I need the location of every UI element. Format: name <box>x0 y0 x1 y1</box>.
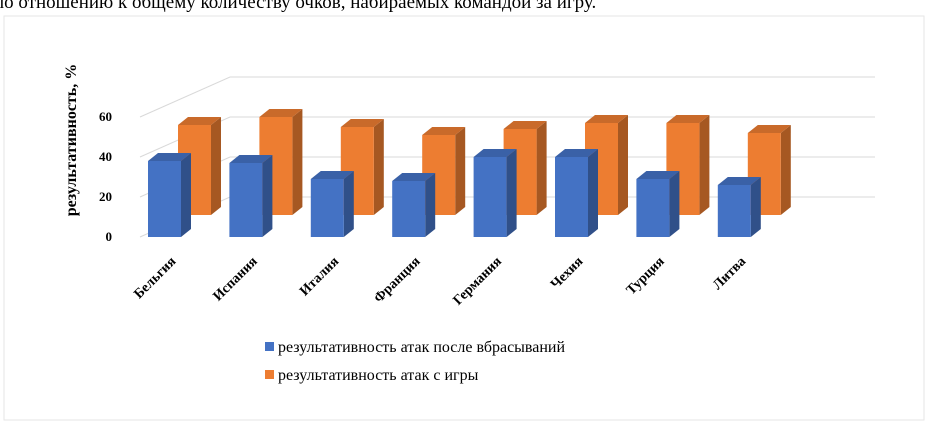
bar-side <box>262 155 273 237</box>
bar-top <box>666 115 710 123</box>
bar-top <box>636 171 680 179</box>
bar-front <box>473 157 507 237</box>
bar-side <box>536 121 547 215</box>
bar-side <box>373 119 384 215</box>
bar-top <box>178 117 221 125</box>
y-tick-label: 20 <box>99 189 112 204</box>
chart-frame <box>3 15 925 421</box>
bar <box>717 177 761 237</box>
bar <box>392 173 436 237</box>
grid-line <box>139 116 875 158</box>
bar-front <box>148 161 181 237</box>
bar-top <box>340 119 384 127</box>
x-tick-label: Литва <box>710 254 749 293</box>
bar-front <box>717 185 751 237</box>
bar-side <box>425 173 436 237</box>
legend-label: результативность атак с игры <box>278 367 479 384</box>
bar <box>747 125 791 215</box>
x-tick-label: Бельгия <box>131 254 179 302</box>
bar-top <box>310 171 354 179</box>
bar-front <box>636 179 670 237</box>
legend-swatch <box>265 370 274 379</box>
bar-top <box>747 125 791 133</box>
x-tick-label: Франция <box>371 254 423 306</box>
y-tick-label: 60 <box>99 109 112 124</box>
bar-top <box>422 127 466 135</box>
bar <box>555 149 598 237</box>
bar <box>636 171 680 237</box>
bar-front <box>392 181 426 237</box>
bar-side <box>588 149 598 237</box>
x-tick-label: Германия <box>451 254 506 309</box>
x-tick-label: Турция <box>624 254 668 298</box>
bar-side <box>669 171 680 237</box>
bar-top <box>392 173 436 181</box>
bar-side <box>292 109 303 215</box>
bar <box>229 155 273 237</box>
y-tick-label: 0 <box>106 229 113 244</box>
y-tick-label: 40 <box>99 149 112 164</box>
bar-top <box>717 177 761 185</box>
bar-side <box>181 153 191 237</box>
bar-side <box>699 115 710 215</box>
x-tick-label: Испания <box>211 254 261 304</box>
bar <box>473 149 517 237</box>
bar-front <box>310 179 344 237</box>
bar-side <box>506 149 517 237</box>
bar-top <box>503 121 547 129</box>
x-tick-label: Чехия <box>548 254 586 292</box>
bar-top <box>585 115 628 123</box>
legend-label: результативность атак после вбрасываний <box>278 339 565 356</box>
bar-top <box>555 149 598 157</box>
bar-front <box>229 163 263 237</box>
bar-side <box>455 127 466 215</box>
bar-top <box>473 149 517 157</box>
y-axis-label: результативность, % <box>63 64 80 217</box>
bar-front <box>555 157 588 237</box>
bar <box>148 153 191 237</box>
bar-side <box>343 171 354 237</box>
bar-side <box>780 125 791 215</box>
legend-swatch <box>265 342 274 351</box>
bar-side <box>618 115 628 215</box>
grid-line <box>139 76 875 118</box>
x-tick-label: Италия <box>297 254 342 299</box>
bar-top <box>229 155 273 163</box>
bar-top <box>148 153 191 161</box>
bar-top <box>259 109 303 117</box>
bar-side <box>750 177 761 237</box>
bar <box>310 171 354 237</box>
heading: по отношению к общему количеству очков, … <box>0 0 596 13</box>
bar-side <box>211 117 221 215</box>
